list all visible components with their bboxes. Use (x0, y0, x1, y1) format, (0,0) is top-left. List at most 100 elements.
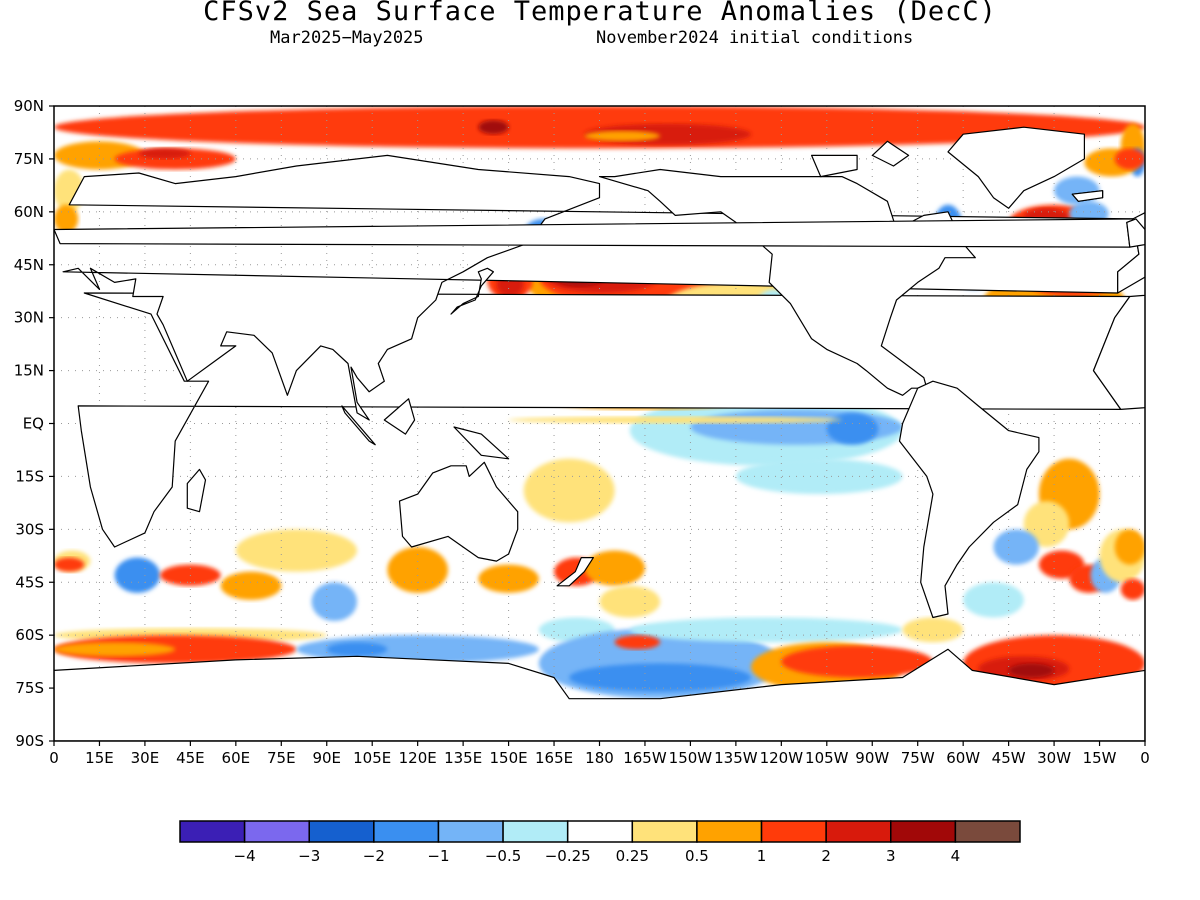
colorbar-swatch (308, 820, 375, 843)
anomaly-region (478, 564, 539, 593)
landmass (450, 267, 494, 315)
colorbar-swatch (760, 820, 827, 843)
colorbar-swatch (437, 820, 504, 843)
anomaly-region (584, 550, 645, 586)
colorbar-swatch (954, 820, 1021, 843)
anomaly-region (781, 645, 933, 678)
colorbar-label: 3 (886, 847, 896, 865)
initial-conditions: November2024 initial conditions (596, 28, 914, 48)
longitude-tick-label: 135W (714, 749, 758, 767)
landmass (871, 140, 910, 167)
anomaly-region (387, 546, 448, 593)
anomaly-region (235, 529, 358, 572)
colorbar-label: 1 (757, 847, 767, 865)
longitude-tick-label: 15E (85, 749, 114, 767)
anomaly-region (584, 130, 661, 142)
anomaly-region (569, 663, 752, 692)
longitude-tick-label: 90W (855, 749, 889, 767)
anomaly-region (220, 571, 282, 600)
longitude-tick-label: 135E (444, 749, 482, 767)
landmass (1126, 218, 1145, 248)
latitude-tick-label: 15S (15, 467, 44, 485)
landmass (54, 648, 1145, 741)
longitude-tick-label: 105W (805, 749, 849, 767)
longitude-tick-label: 165W (623, 749, 667, 767)
latitude-tick-label: 90N (14, 97, 44, 115)
longitude-tick-label: 120E (399, 749, 437, 767)
landmass (383, 398, 416, 435)
anomaly-region (826, 412, 879, 445)
anomaly-region (1023, 501, 1070, 547)
longitude-tick-label: 60E (222, 749, 251, 767)
longitude-tick-label: 75W (901, 749, 935, 767)
anomaly-region (54, 642, 176, 657)
anomaly-region (508, 416, 842, 424)
landmass (898, 380, 1040, 619)
colorbar-swatch (179, 820, 246, 843)
latitude-tick-label: 45S (15, 573, 44, 591)
colorbar-swatch (243, 820, 310, 843)
colorbar-label: −0.5 (485, 847, 521, 865)
colorbar-label: 0.25 (616, 847, 649, 865)
colorbar: −4 −3 −2 −1 −0.5 −0.25 0.25 0.5 1 2 3 4 (179, 820, 1021, 865)
anomaly-region (54, 557, 85, 572)
longitude-axis: 0 15E 30E 45E 60E 75E 90E 105E 120E 135E 150E 165E 1… (49, 741, 1150, 767)
anomaly-region (114, 557, 161, 593)
longitude-tick-label: 30E (131, 749, 160, 767)
anomaly-region (1114, 529, 1145, 565)
landmass (341, 405, 376, 446)
latitude-tick-label: 90S (15, 732, 44, 750)
colorbar-label: −2 (363, 847, 385, 865)
longitude-tick-label: 150W (669, 749, 713, 767)
landmass (398, 461, 519, 562)
colorbar-swatch (825, 820, 892, 843)
anomaly-region (1054, 176, 1100, 205)
colorbar-swatch (373, 820, 440, 843)
longitude-tick-label: 0 (1140, 749, 1150, 767)
colorbar-label: 4 (951, 847, 961, 865)
anomaly-region (1114, 148, 1145, 170)
latitude-tick-label: 60S (15, 626, 44, 644)
longitude-tick-label: 120W (760, 749, 804, 767)
colorbar-label: 2 (821, 847, 831, 865)
longitude-tick-label: 90E (312, 749, 341, 767)
longitude-tick-label: 0 (49, 749, 59, 767)
landmass (947, 126, 1086, 209)
longitude-tick-label: 150E (490, 749, 528, 767)
anomaly-region (54, 204, 79, 233)
anomaly-region (1008, 663, 1055, 678)
land-masses (54, 126, 1145, 741)
anomaly-region (311, 582, 358, 622)
anomaly-region (629, 617, 903, 643)
latitude-tick-label: 75S (15, 679, 44, 697)
anomaly-region (54, 635, 297, 664)
anomaly-region (902, 617, 964, 643)
colorbar-label: −1 (427, 847, 449, 865)
landmass (810, 154, 858, 178)
landmass (556, 556, 595, 587)
anomaly-region (599, 585, 661, 618)
longitude-tick-label: 180 (585, 749, 614, 767)
longitude-tick-label: 75E (267, 749, 296, 767)
landmass (1071, 190, 1104, 202)
colorbar-label: −0.25 (545, 847, 591, 865)
colorbar-label: −3 (298, 847, 320, 865)
latitude-tick-label: EQ (23, 415, 44, 433)
longitude-tick-label: 15W (1083, 749, 1117, 767)
longitude-tick-label: 45E (176, 749, 205, 767)
anomaly-region (993, 529, 1039, 565)
longitude-tick-label: 45W (992, 749, 1026, 767)
landmass (186, 468, 207, 513)
latitude-tick-label: 60N (14, 203, 44, 221)
latitude-tick-label: 30S (15, 520, 44, 538)
landmass (453, 426, 510, 460)
anomaly-region (1120, 578, 1145, 600)
colorbar-swatch (696, 820, 763, 843)
longitude-tick-label: 165E (535, 749, 573, 767)
colorbar-swatch (890, 820, 957, 843)
longitude-tick-label: 30W (1037, 749, 1071, 767)
colorbar-label: 0.5 (685, 847, 709, 865)
anomaly-region (614, 635, 661, 650)
anomaly-region (523, 458, 615, 523)
